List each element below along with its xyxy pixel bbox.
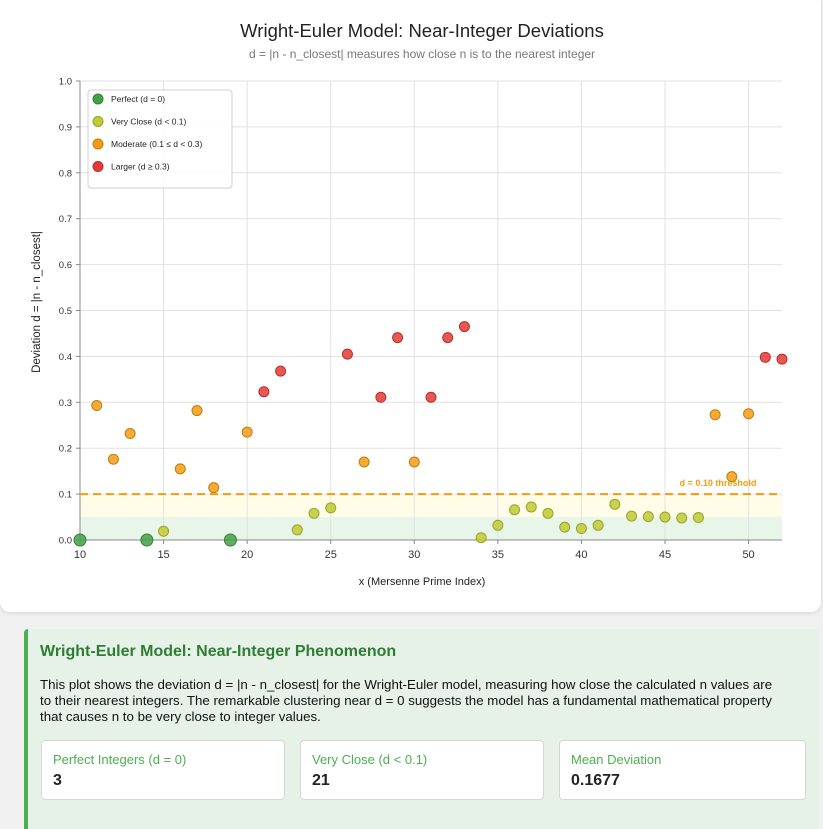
data-point (492, 519, 504, 531)
data-point (392, 332, 404, 344)
y-tick-label: 0.8 (59, 168, 72, 179)
data-point (258, 386, 270, 398)
legend-label: Moderate (0.1 ≤ d < 0.3) (111, 139, 203, 149)
data-point (191, 405, 203, 417)
chart-subtitle: d = |n - n_closest| measures how close n… (249, 47, 595, 61)
legend-marker (92, 93, 104, 105)
y-tick-label: 0.5 (59, 306, 72, 317)
y-axis-title: Deviation d = |n - n_closest| (31, 231, 43, 373)
data-point (609, 498, 621, 510)
x-tick-label: 25 (325, 549, 337, 561)
data-point (91, 400, 103, 412)
data-point (140, 533, 154, 547)
y-tick-label: 0.1 (59, 490, 72, 501)
x-axis-title: x (Mersenne Prime Index) (359, 576, 486, 588)
data-point (325, 502, 337, 514)
data-point (659, 511, 671, 523)
stat-card-very-close: Very Close (d < 0.1) 21 (300, 740, 544, 800)
y-tick-label: 0.9 (59, 122, 72, 133)
x-tick-label: 35 (492, 549, 504, 561)
x-tick-label: 50 (742, 549, 754, 561)
y-tick-label: 1.0 (59, 77, 72, 88)
data-point (241, 426, 253, 438)
data-point (626, 510, 638, 522)
data-point (542, 507, 554, 519)
data-point (408, 456, 420, 468)
legend-box (87, 89, 233, 189)
data-point (709, 409, 721, 421)
legend-label: Perfect (d = 0) (111, 94, 165, 104)
data-point (759, 351, 771, 363)
data-point (525, 501, 537, 513)
x-tick-label: 20 (241, 549, 253, 561)
data-point (223, 533, 237, 547)
y-tick-label: 0.4 (59, 352, 72, 363)
chart-title: Wright-Euler Model: Near-Integer Deviati… (240, 20, 604, 41)
data-point (358, 456, 370, 468)
data-point (458, 321, 470, 333)
data-point (107, 453, 119, 465)
legend-marker (92, 138, 104, 150)
data-point (158, 525, 170, 537)
data-point (442, 332, 454, 344)
data-point (575, 523, 587, 535)
stat-value-mean-deviation: 0.1677 (571, 772, 620, 789)
legend-marker (92, 161, 104, 172)
x-tick-label: 40 (575, 549, 587, 561)
x-tick-label: 15 (157, 549, 169, 561)
data-point (341, 348, 353, 360)
data-point (642, 511, 654, 523)
legend: Perfect (d = 0) Very Close (d < 0.1) Moder… (87, 89, 233, 189)
shaded-band-1 (80, 494, 782, 518)
y-tick-label: 0.0 (59, 536, 72, 547)
x-tick-label: 45 (659, 549, 671, 561)
threshold-label: d = 0.10 threshold (680, 478, 757, 488)
data-point (559, 521, 571, 533)
data-point (208, 482, 220, 494)
legend-label: Larger (d ≥ 0.3) (111, 162, 170, 172)
y-tick-label: 0.3 (59, 398, 72, 409)
x-tick-label: 10 (74, 549, 86, 561)
info-description: This plot shows the deviation d = |n - n… (40, 677, 773, 724)
stat-card-mean-deviation: Mean Deviation 0.1677 (559, 740, 806, 800)
y-tick-label: 0.6 (59, 260, 72, 271)
x-tick-label: 30 (408, 549, 420, 561)
stat-value-perfect: 3 (53, 772, 62, 789)
data-point (592, 519, 604, 531)
data-point (308, 507, 320, 519)
y-tick-label: 0.2 (59, 444, 72, 455)
legend-label: Very Close (d < 0.1) (111, 117, 187, 127)
data-point (124, 428, 136, 440)
deviation-scatter-chart: 10 15 20 25 30 35 40 45 50 0.0 0.1 0.2 0.3 0.4 0.5 0.6 0… (31, 20, 788, 588)
stat-label-perfect: Perfect Integers (d = 0) (53, 752, 187, 767)
y-tick-label: 0.7 (59, 214, 72, 225)
stat-label-very-close: Very Close (d < 0.1) (312, 752, 428, 767)
data-point (726, 471, 738, 483)
data-point (475, 532, 487, 544)
data-point (509, 504, 521, 516)
data-point (275, 365, 287, 377)
stat-label-mean-deviation: Mean Deviation (571, 752, 662, 767)
data-point (375, 391, 387, 403)
data-point (425, 391, 437, 403)
data-point (676, 512, 688, 524)
data-point (174, 463, 186, 475)
info-title: Wright-Euler Model: Near-Integer Phenome… (40, 643, 397, 660)
data-point (692, 512, 704, 524)
chart-card: 10 15 20 25 30 35 40 45 50 0.0 0.1 0.2 0.3 0.4 0.5 0.6 0… (0, 0, 821, 612)
shaded-band-0 (80, 517, 782, 540)
stat-value-very-close: 21 (312, 772, 330, 789)
legend-marker (92, 116, 104, 127)
stat-card-perfect: Perfect Integers (d = 0) 3 (41, 740, 285, 800)
info-panel: Wright-Euler Model: Near-Integer Phenome… (24, 629, 819, 829)
data-point (291, 524, 303, 536)
data-point (73, 533, 87, 547)
data-point (743, 408, 755, 420)
data-point (776, 353, 788, 365)
